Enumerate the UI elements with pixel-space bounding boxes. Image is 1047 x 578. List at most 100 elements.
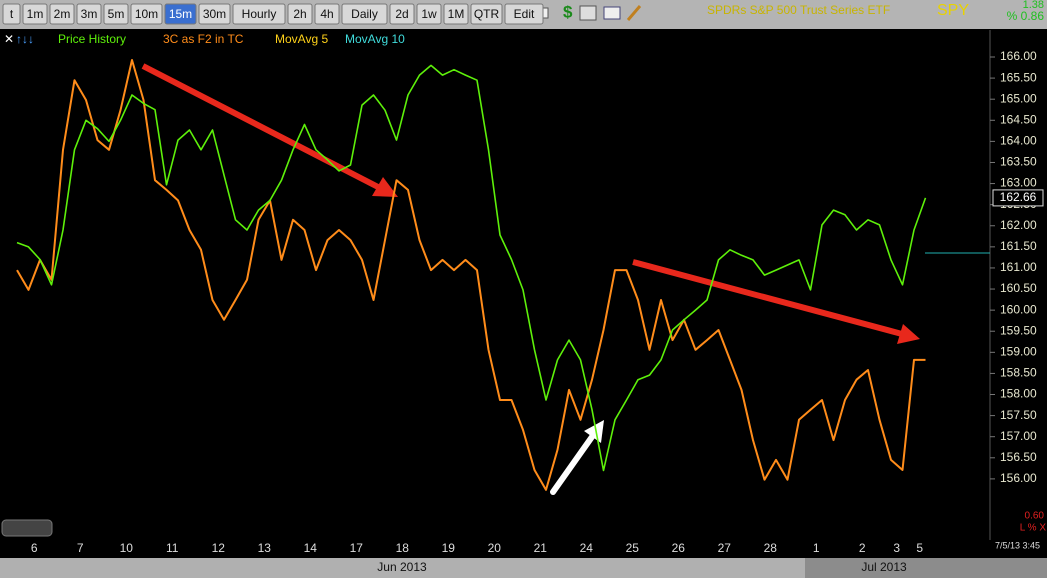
side-flags[interactable]: L % X	[1020, 523, 1047, 534]
y-tick-label: 166.00	[1000, 49, 1037, 63]
toolbar-button[interactable]	[198, 3, 231, 25]
toolbar-button-label[interactable]: 10m	[135, 7, 158, 21]
y-tick-label: 161.50	[1000, 239, 1037, 253]
plot-bg	[0, 29, 1047, 578]
series-line	[16, 59, 926, 491]
month-label: Jul 2013	[861, 560, 907, 574]
toolbar-button[interactable]	[130, 3, 163, 25]
legend-icons[interactable]: ↑↓↓	[16, 32, 34, 46]
y-tick-label: 165.50	[1000, 70, 1037, 84]
last-price-label: 162.66	[1000, 190, 1037, 204]
x-tick-label: 1	[813, 541, 820, 555]
timestamp: 7/5/13 3:45	[995, 540, 1040, 550]
x-tick-label: 2	[859, 541, 866, 555]
y-tick-label: 156.00	[1000, 471, 1037, 485]
toolbar-button[interactable]	[76, 3, 102, 25]
x-tick-label: 26	[672, 541, 686, 555]
toolbar-button[interactable]	[504, 3, 544, 25]
print-icon[interactable]	[579, 5, 597, 21]
legend-entry[interactable]: Price History	[58, 32, 126, 46]
x-tick-label: 27	[718, 541, 732, 555]
toolbar-button-label[interactable]: 5m	[108, 7, 125, 21]
toolbar-button[interactable]	[2, 3, 21, 25]
toolbar-button[interactable]	[416, 3, 442, 25]
toolbar-button-label[interactable]: Hourly	[242, 7, 277, 21]
last-price-box	[992, 189, 1044, 207]
x-tick-label: 3	[893, 541, 900, 555]
toolbar-button-label[interactable]: 2m	[54, 7, 71, 21]
toolbar-button-label[interactable]: 30m	[203, 7, 226, 21]
y-tick-label: 163.00	[1000, 176, 1037, 190]
legend: Price History 3C as F2 in TC MovAvg 5 MovAv…	[58, 32, 405, 46]
toolbar-button-label[interactable]: QTR	[474, 7, 500, 21]
toolbar-button-label[interactable]: 15m	[169, 7, 192, 21]
toolbar-button-label[interactable]: 2d	[395, 7, 408, 21]
legend-entry[interactable]: MovAvg 10	[345, 32, 405, 46]
x-tick-label: 24	[580, 541, 594, 555]
legend-entry[interactable]: 3C as F2 in TC	[163, 32, 244, 46]
y-tick-label: 165.00	[1000, 91, 1037, 105]
y-tick-label: 164.00	[1000, 134, 1037, 148]
toolbar-button[interactable]	[470, 3, 503, 25]
x-tick-label: 20	[488, 541, 502, 555]
x-tick-label: 14	[304, 541, 318, 555]
x-tick-label: 19	[442, 541, 456, 555]
y-tick-label: 163.50	[1000, 155, 1037, 169]
pencil-icon[interactable]	[626, 5, 642, 21]
toolbar-button[interactable]	[103, 3, 129, 25]
toolbar-button[interactable]	[287, 3, 313, 25]
dollar-icon[interactable]: $	[563, 2, 573, 21]
y-tick-label: 164.50	[1000, 112, 1037, 126]
toolbar-button-label[interactable]: Edit	[514, 7, 535, 21]
toolbar-button[interactable]	[389, 3, 415, 25]
y-tick-label: 159.50	[1000, 323, 1037, 337]
toolbar-button-label[interactable]: 1M	[448, 7, 465, 21]
form-icon[interactable]	[603, 6, 621, 20]
toolbar-button-label[interactable]: 1m	[27, 7, 44, 21]
toolbar-button[interactable]	[164, 3, 197, 25]
red-arrow-head	[897, 324, 920, 344]
side-value: 0.60	[1025, 511, 1045, 522]
x-tick-label: 18	[396, 541, 410, 555]
x-tick-label: 11	[166, 541, 179, 555]
toolbar-button[interactable]	[341, 3, 388, 25]
x-tick-label: 6	[31, 541, 38, 555]
change-pct: % 0.86	[1007, 9, 1045, 23]
x-tick-label: 12	[212, 541, 226, 555]
y-tick-label: 157.50	[1000, 408, 1037, 422]
x-tick-label: 28	[764, 541, 778, 555]
change: 1.38	[1023, 0, 1044, 11]
toolbar-button[interactable]	[22, 3, 48, 25]
toolbar-button-label[interactable]: 4h	[320, 7, 333, 21]
white-arrow-head	[584, 420, 604, 443]
x-tick-label: 21	[534, 541, 548, 555]
toolbar-button[interactable]	[314, 3, 340, 25]
x-tick-label: 13	[258, 541, 272, 555]
toolbar-button[interactable]	[49, 3, 75, 25]
y-tick-label: 160.00	[1000, 302, 1037, 316]
symbol: SPY	[937, 2, 969, 19]
y-tick-label: 157.00	[1000, 429, 1037, 443]
month-bar	[805, 558, 1047, 578]
month-bar	[0, 558, 805, 578]
toolbar-button-label[interactable]: 3m	[81, 7, 98, 21]
toolbar-button-label[interactable]: 1w	[421, 7, 437, 21]
y-tick-label: 160.50	[1000, 281, 1037, 295]
toolbar-button-label[interactable]: t	[10, 7, 14, 21]
red-arrow	[141, 63, 382, 191]
toolbar-button-label[interactable]: 2h	[293, 7, 306, 21]
annotations	[141, 63, 990, 495]
y-tick-label: 158.50	[1000, 366, 1037, 380]
toolbar-button[interactable]	[232, 3, 286, 25]
legend-icons[interactable]: ✕	[4, 32, 14, 46]
toolbar-button[interactable]	[443, 3, 469, 25]
legend-entry[interactable]: MovAvg 5	[275, 32, 328, 46]
white-arrow	[550, 431, 597, 495]
y-tick-label: 158.00	[1000, 387, 1037, 401]
red-arrow	[632, 259, 903, 337]
x-tick-label: 17	[350, 541, 364, 555]
scroll-widget[interactable]	[1, 519, 53, 537]
toolbar-button-label[interactable]: Daily	[351, 7, 378, 21]
red-arrow-head	[372, 177, 398, 197]
x-tick-label: 25	[626, 541, 640, 555]
